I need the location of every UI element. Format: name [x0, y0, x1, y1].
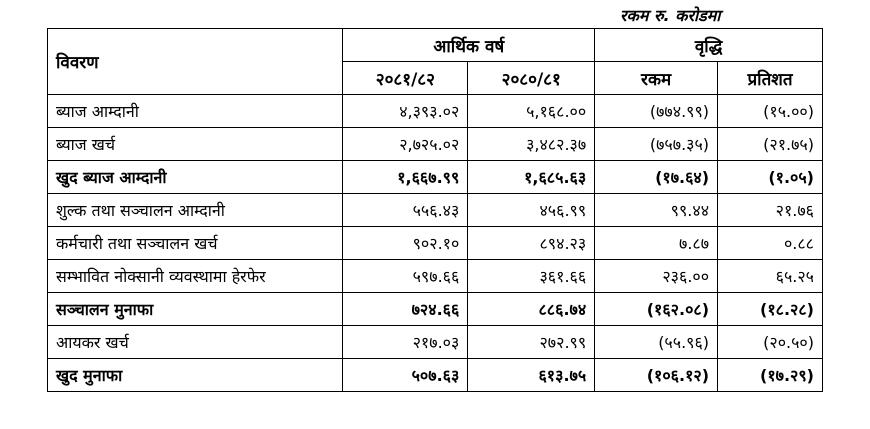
value-fy2: ८८६.७४ [467, 292, 596, 326]
value-fy2: ५,१६८.०० [467, 94, 596, 128]
growth-percent: (२०.५०) [717, 325, 823, 359]
growth-percent: २१.७६ [717, 193, 823, 227]
value-fy2: १,६८५.६३ [467, 160, 596, 194]
header-fy2: २०८०/८१ [467, 61, 596, 95]
row-label: ब्याज खर्च [46, 127, 344, 161]
table-row: ब्याज आम्दानी ४,३९३.०२ ५,१६८.०० (७७४.९९) (१५… [46, 94, 823, 128]
header-growth: वृद्धि [594, 28, 823, 62]
table-row: सञ्चालन मुनाफा ७२४.६६ ८८६.७४ (१६२.०८) (१८.२८… [46, 292, 823, 326]
table-row: सम्भावित नोक्सानी व्यवस्थामा हेरफेर ५९७.६… [46, 259, 823, 293]
value-fy1: १,६६७.९९ [342, 160, 469, 194]
value-fy1: ९०२.१० [342, 226, 469, 260]
row-label: कर्मचारी तथा सञ्चालन खर्च [46, 226, 344, 260]
header-fiscal-year: आर्थिक वर्ष [342, 28, 596, 62]
value-fy1: ५९७.६६ [342, 259, 469, 293]
header-fy1: २०८१/८२ [342, 61, 469, 95]
value-fy1: २,७२५.०२ [342, 127, 469, 161]
value-fy1: ५५६.४३ [342, 193, 469, 227]
value-fy1: ४,३९३.०२ [342, 94, 469, 128]
value-fy2: ८९४.२३ [467, 226, 596, 260]
growth-percent: (१८.२८) [717, 292, 823, 326]
table-row: शुल्क तथा सञ्चालन आम्दानी ५५६.४३ ४५६.९९ ९९.… [46, 193, 823, 227]
growth-amount: ९९.४४ [594, 193, 719, 227]
growth-percent: (१५.००) [717, 94, 823, 128]
growth-amount: (१०६.१२) [594, 358, 719, 392]
growth-percent: ०.८८ [717, 226, 823, 260]
table-row: ब्याज खर्च २,७२५.०२ ३,४८२.३७ (७५७.३५) (२१.७५… [46, 127, 823, 161]
unit-note: रकम रु. करोडमा [620, 6, 721, 25]
growth-amount: (१७.६४) [594, 160, 719, 194]
table-row: खुद ब्याज आम्दानी १,६६७.९९ १,६८५.६३ (१७.६४)… [46, 160, 823, 194]
value-fy2: २७२.९९ [467, 325, 596, 359]
growth-amount: (७७४.९९) [594, 94, 719, 128]
row-label: खुद ब्याज आम्दानी [46, 160, 344, 194]
growth-amount: (७५७.३५) [594, 127, 719, 161]
growth-percent: (१७.२९) [717, 358, 823, 392]
table-row: खुद मुनाफा ५०७.६३ ६१३.७५ (१०६.१२) (१७.२९) [46, 358, 823, 392]
header-particulars: विवरण [46, 28, 344, 95]
row-label: सञ्चालन मुनाफा [46, 292, 344, 326]
row-label: आयकर खर्च [46, 325, 344, 359]
growth-amount: (१६२.०८) [594, 292, 719, 326]
value-fy1: ७२४.६६ [342, 292, 469, 326]
growth-amount: (५५.९६) [594, 325, 719, 359]
growth-percent: (२१.७५) [717, 127, 823, 161]
value-fy2: ३,४८२.३७ [467, 127, 596, 161]
growth-percent: (१.०५) [717, 160, 823, 194]
value-fy1: २१७.०३ [342, 325, 469, 359]
header-percent: प्रतिशत [717, 61, 823, 95]
growth-amount: २३६.०० [594, 259, 719, 293]
value-fy2: ४५६.९९ [467, 193, 596, 227]
value-fy1: ५०७.६३ [342, 358, 469, 392]
row-label: खुद मुनाफा [46, 358, 344, 392]
growth-percent: ६५.२५ [717, 259, 823, 293]
value-fy2: ३६१.६६ [467, 259, 596, 293]
row-label: सम्भावित नोक्सानी व्यवस्थामा हेरफेर [46, 259, 344, 293]
financial-table: विवरण आर्थिक वर्ष वृद्धि २०८१/८२ २०८०/८१… [46, 28, 823, 392]
row-label: शुल्क तथा सञ्चालन आम्दानी [46, 193, 344, 227]
value-fy2: ६१३.७५ [467, 358, 596, 392]
growth-amount: ७.८७ [594, 226, 719, 260]
row-label: ब्याज आम्दानी [46, 94, 344, 128]
table-row: कर्मचारी तथा सञ्चालन खर्च ९०२.१० ८९४.२३ ७.८… [46, 226, 823, 260]
header-amount: रकम [594, 61, 719, 95]
table-row: आयकर खर्च २१७.०३ २७२.९९ (५५.९६) (२०.५०) [46, 325, 823, 359]
